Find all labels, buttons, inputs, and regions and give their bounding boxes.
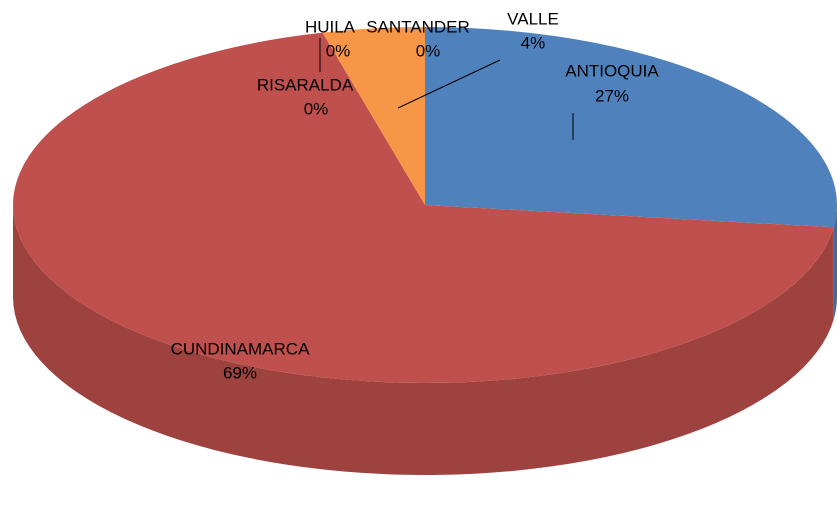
pie-slice [13, 32, 834, 383]
leader-lines [319, 38, 574, 140]
pie-sides [12, 205, 837, 476]
value-label: 27% [595, 86, 629, 105]
category-label: RISARALDA [257, 75, 354, 94]
leader-line [397, 59, 501, 109]
pie-tops [13, 27, 837, 383]
category-label: HUILA [305, 17, 356, 36]
category-label: CUNDINAMARCA [171, 339, 311, 358]
category-label: VALLE [507, 9, 559, 28]
pie-side [12, 205, 834, 476]
value-label: 0% [304, 99, 329, 118]
value-label: 69% [223, 363, 257, 382]
pie-slice [322, 27, 425, 205]
pie-slice [425, 27, 837, 228]
category-label: SANTANDER [366, 17, 470, 36]
value-label: 0% [416, 41, 441, 60]
pie-side [833, 205, 837, 320]
value-label: 4% [521, 33, 546, 52]
value-label: 0% [326, 41, 351, 60]
data-labels: ANTIOQUIA 27% CUNDINAMARCA 69% RISARALDA 0% HU… [171, 9, 660, 382]
category-label: ANTIOQUIA [565, 61, 659, 80]
